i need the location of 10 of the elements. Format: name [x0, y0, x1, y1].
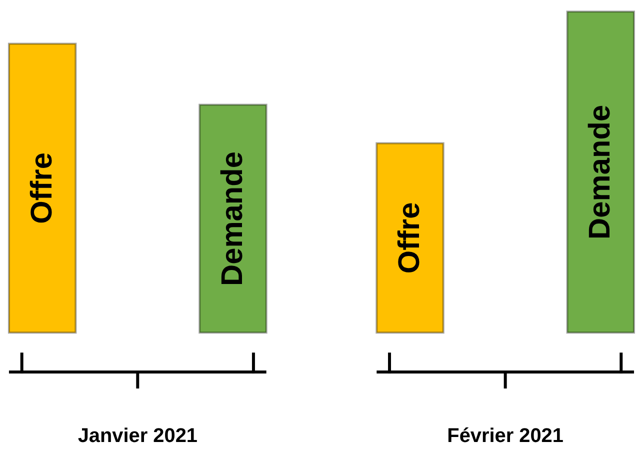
series-label: Demande: [216, 151, 249, 286]
text: Offre: [392, 202, 426, 274]
bar: [198, 104, 268, 334]
x-tick-label: Janvier 2021: [78, 424, 198, 447]
bar: [566, 10, 636, 334]
series-label: Offre: [25, 152, 58, 224]
text: Demande: [584, 104, 617, 240]
x-tick-label: Février 2021: [447, 424, 564, 447]
bar: [376, 142, 444, 334]
bar: [8, 42, 77, 334]
